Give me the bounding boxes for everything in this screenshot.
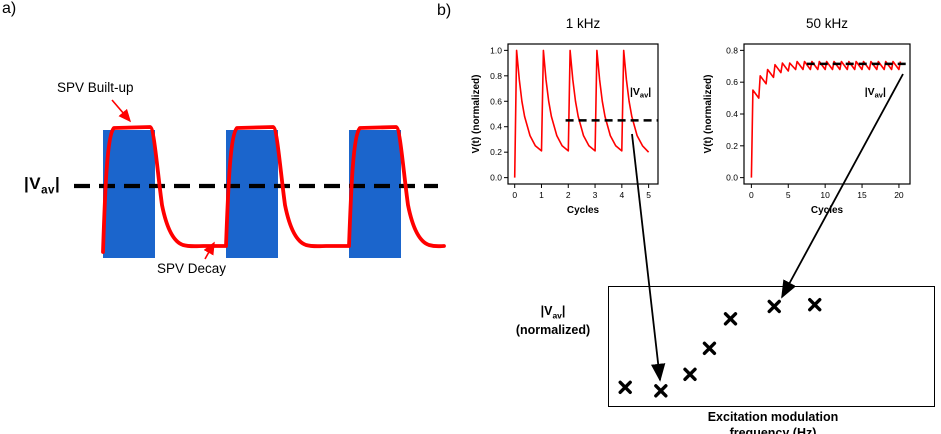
svg-text:3: 3 — [593, 190, 598, 200]
spv-builtup-label: SPV Built-up — [57, 80, 134, 95]
svg-text:Cycles: Cycles — [811, 205, 844, 216]
scatter-points — [618, 298, 822, 398]
svg-text:1.0: 1.0 — [490, 45, 502, 55]
svg-text:5: 5 — [786, 190, 791, 200]
svg-text:V(t) (normalized): V(t) (normalized) — [703, 75, 714, 154]
vav-sub: av — [552, 310, 562, 321]
svg-text:0.4: 0.4 — [490, 122, 502, 132]
builtup-arrow — [111, 99, 132, 123]
light-pulse-3 — [349, 130, 401, 258]
decay-arrow — [203, 241, 215, 260]
spv-decay-label: SPV Decay — [157, 261, 227, 276]
svg-text:0.8: 0.8 — [726, 45, 738, 55]
svg-text:5: 5 — [646, 190, 651, 200]
scatter-xlabel-line2: frequency (Hz) — [729, 426, 817, 434]
svg-text:0.4: 0.4 — [726, 109, 738, 119]
svg-text:Cycles: Cycles — [567, 205, 600, 216]
light-pulse-2 — [226, 130, 278, 258]
spv-curve — [101, 125, 446, 254]
svg-text:0: 0 — [512, 190, 517, 200]
light-pulse-1 — [103, 130, 155, 258]
svg-text:V(t) (normalized): V(t) (normalized) — [471, 75, 482, 154]
vav-post: | — [561, 304, 566, 318]
svg-text:0.6: 0.6 — [490, 96, 502, 106]
vav-pre: |V — [540, 304, 553, 318]
svg-text:4: 4 — [619, 190, 624, 200]
svg-text:|Vav|: |Vav| — [865, 86, 886, 100]
svg-text:2: 2 — [566, 190, 571, 200]
scatter-xlabel: Excitation modulation frequency (Hz) — [618, 409, 928, 434]
scatter-ylabel: |Vav| (normalized) — [498, 303, 608, 338]
chart-1khz: 1 kHz 0 1 2 3 4 5 0.0 0.2 0.4 0.6 0.8 1.0 |Vav| Cycles… — [471, 16, 659, 216]
panel-a-label: a) — [2, 0, 17, 17]
svg-text:1 kHz: 1 kHz — [566, 16, 601, 31]
scatter-plot-box — [608, 286, 935, 407]
svg-text:15: 15 — [857, 190, 867, 200]
scatter-ylabel-vav: |Vav| — [498, 303, 608, 322]
svg-text:0: 0 — [749, 190, 754, 200]
chart-50khz: 50 kHz 0 5 10 15 20 0.0 0.2 0.4 0.6 0.8 |Vav| Cycles… — [703, 16, 911, 216]
vav-pre: |V — [24, 174, 42, 193]
svg-text:50 kHz: 50 kHz — [806, 16, 848, 31]
svg-text:0.6: 0.6 — [726, 77, 738, 87]
scatter-xlabel-line1: Excitation modulation — [707, 410, 839, 424]
panel-b-label: b) — [437, 2, 452, 19]
svg-text:0.0: 0.0 — [490, 173, 502, 183]
svg-text:0.0: 0.0 — [726, 173, 738, 183]
vav-label-schematic: |Vav| — [24, 174, 60, 196]
svg-text:20: 20 — [894, 190, 904, 200]
spv-schematic-diagram — [74, 99, 446, 260]
svg-text:0.2: 0.2 — [490, 147, 502, 157]
scatter-ylabel-line2: (normalized) — [515, 322, 591, 337]
vav-sub: av — [41, 184, 55, 197]
svg-text:|Vav|: |Vav| — [630, 86, 651, 100]
vav-post: | — [54, 174, 61, 193]
svg-text:0.2: 0.2 — [726, 141, 738, 151]
svg-text:1: 1 — [539, 190, 544, 200]
svg-text:0.8: 0.8 — [490, 71, 502, 81]
svg-text:10: 10 — [820, 190, 830, 200]
